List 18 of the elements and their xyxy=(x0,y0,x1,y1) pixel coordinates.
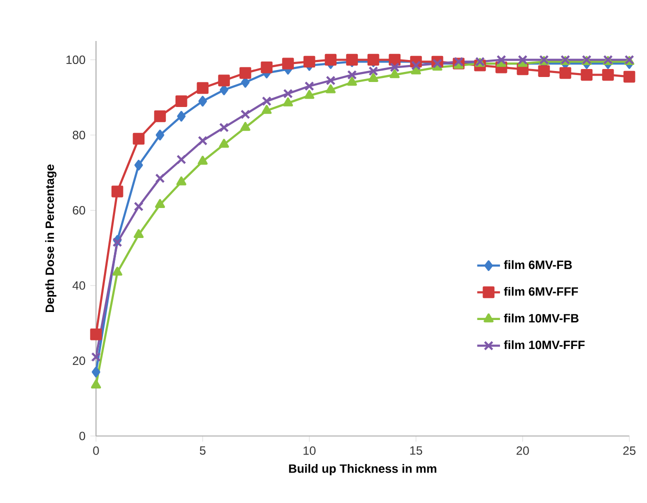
x-axis-title: Build up Thickness in mm xyxy=(289,464,436,476)
legend-label: film 6MV-FFF xyxy=(504,286,578,296)
y-tick-label: 0 xyxy=(79,432,86,440)
legend-label: film 10MV-FB xyxy=(504,314,579,322)
x-tick-label: 25 xyxy=(623,446,636,455)
x-tick-label: 5 xyxy=(200,446,206,455)
y-tick-label: 80 xyxy=(72,130,86,140)
y-tick-label: 100 xyxy=(66,56,86,64)
y-tick-label: 20 xyxy=(72,356,86,366)
x-tick-label: 15 xyxy=(410,446,422,455)
x-tick-label: 0 xyxy=(93,446,99,455)
y-axis-title: Depth Dose in Percentage xyxy=(45,164,56,312)
x-tick-label: 20 xyxy=(516,446,529,455)
legend-label: film 6MV-FB xyxy=(504,260,572,270)
y-tick-label: 40 xyxy=(72,281,86,290)
legend-label: film 10MV-FFF xyxy=(504,340,585,350)
x-tick-label: 10 xyxy=(304,446,316,455)
y-tick-label: 60 xyxy=(72,206,86,215)
